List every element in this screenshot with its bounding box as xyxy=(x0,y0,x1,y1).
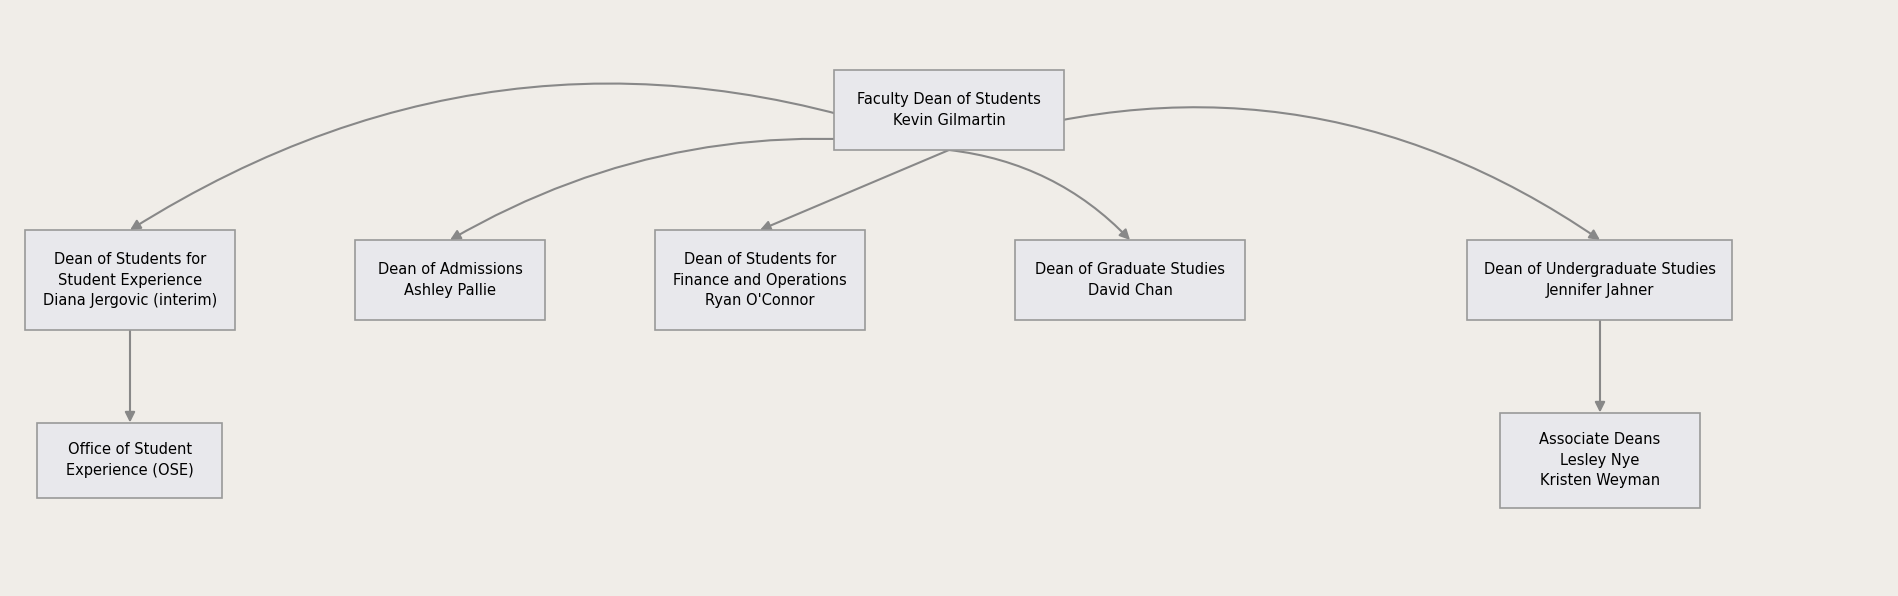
Text: Dean of Graduate Studies
David Chan: Dean of Graduate Studies David Chan xyxy=(1034,262,1224,298)
Text: Associate Deans
Lesley Nye
Kristen Weyman: Associate Deans Lesley Nye Kristen Weyma… xyxy=(1539,432,1661,489)
FancyBboxPatch shape xyxy=(1015,240,1245,320)
Text: Office of Student
Experience (OSE): Office of Student Experience (OSE) xyxy=(66,442,194,478)
Text: Faculty Dean of Students
Kevin Gilmartin: Faculty Dean of Students Kevin Gilmartin xyxy=(858,92,1040,128)
Text: Dean of Undergraduate Studies
Jennifer Jahner: Dean of Undergraduate Studies Jennifer J… xyxy=(1484,262,1716,298)
FancyBboxPatch shape xyxy=(38,423,222,498)
Text: Dean of Students for
Student Experience
Diana Jergovic (interim): Dean of Students for Student Experience … xyxy=(44,252,216,309)
FancyBboxPatch shape xyxy=(833,70,1065,150)
FancyBboxPatch shape xyxy=(1467,240,1733,320)
Text: Dean of Admissions
Ashley Pallie: Dean of Admissions Ashley Pallie xyxy=(378,262,522,298)
FancyBboxPatch shape xyxy=(355,240,545,320)
FancyBboxPatch shape xyxy=(25,230,235,330)
Text: Dean of Students for
Finance and Operations
Ryan O'Connor: Dean of Students for Finance and Operati… xyxy=(674,252,847,309)
FancyBboxPatch shape xyxy=(655,230,865,330)
FancyBboxPatch shape xyxy=(1499,412,1701,508)
